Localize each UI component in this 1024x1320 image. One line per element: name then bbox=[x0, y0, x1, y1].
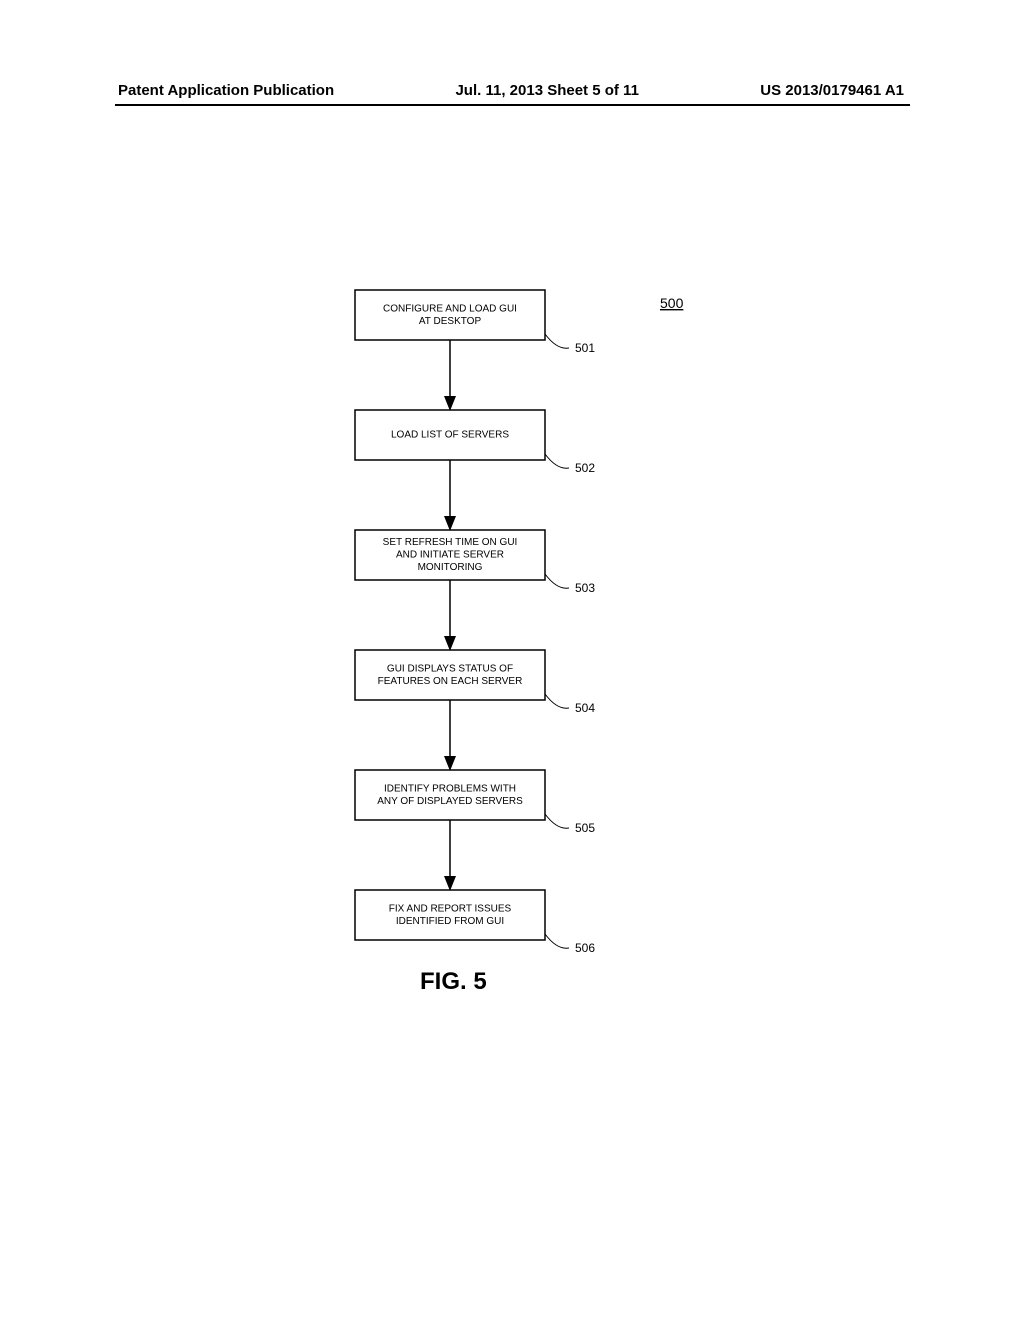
leader-line bbox=[545, 814, 569, 828]
flow-node-label: FIX AND REPORT ISSUES bbox=[389, 903, 512, 914]
leader-line bbox=[545, 694, 569, 708]
node-ref-504: 504 bbox=[575, 701, 595, 715]
node-ref-503: 503 bbox=[575, 581, 595, 595]
flow-node-label: AND INITIATE SERVER bbox=[396, 550, 504, 561]
flow-node-label: IDENTIFY PROBLEMS WITH bbox=[384, 783, 516, 794]
figure-ref: 500 bbox=[660, 295, 684, 311]
flow-node-label: MONITORING bbox=[418, 562, 483, 573]
flow-node-label: FEATURES ON EACH SERVER bbox=[378, 676, 523, 687]
flow-node-label: IDENTIFIED FROM GUI bbox=[396, 916, 504, 927]
node-ref-505: 505 bbox=[575, 821, 595, 835]
node-ref-506: 506 bbox=[575, 941, 595, 955]
flowchart: CONFIGURE AND LOAD GUI AT DESKTOP 501 LOAD … bbox=[0, 0, 1024, 1320]
leader-line bbox=[545, 334, 569, 348]
leader-line bbox=[545, 574, 569, 588]
flow-node-label: SET REFRESH TIME ON GUI bbox=[383, 537, 518, 548]
flow-node-label: ANY OF DISPLAYED SERVERS bbox=[377, 796, 523, 807]
flow-node-label: AT DESKTOP bbox=[419, 316, 482, 327]
leader-line bbox=[545, 454, 569, 468]
page: Patent Application Publication Jul. 11, … bbox=[0, 0, 1024, 1320]
leader-line bbox=[545, 934, 569, 948]
node-ref-502: 502 bbox=[575, 461, 595, 475]
flow-node-label: CONFIGURE AND LOAD GUI bbox=[383, 303, 517, 314]
figure-label: FIG. 5 bbox=[420, 968, 487, 996]
node-ref-501: 501 bbox=[575, 341, 595, 355]
flow-node-label: LOAD LIST OF SERVERS bbox=[391, 430, 509, 441]
flow-node-label: GUI DISPLAYS STATUS OF bbox=[387, 663, 513, 674]
